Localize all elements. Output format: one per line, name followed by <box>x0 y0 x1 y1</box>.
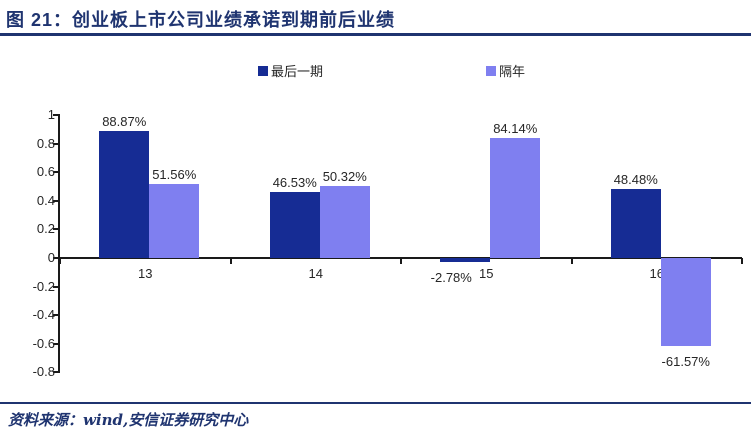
bar-隔年-13 <box>149 184 200 258</box>
legend-item-last-period: 最后一期 <box>258 61 323 80</box>
legend-swatch-next-year <box>486 65 496 76</box>
legend-label-last-period: 最后一期 <box>271 64 324 79</box>
x-axis-tick <box>59 258 61 264</box>
y-axis-tick-label: 0.4 <box>36 192 55 208</box>
y-axis-tick-label: 0.6 <box>36 164 55 180</box>
legend-item-next-year: 隔年 <box>486 61 525 80</box>
bar-最后一期-16 <box>610 188 661 258</box>
x-axis-category-label: 13 <box>138 266 153 281</box>
y-axis-tick <box>53 342 58 345</box>
y-axis-tick-label: -0.2 <box>32 278 55 294</box>
y-axis-tick <box>53 171 58 174</box>
legend-swatch-last-period <box>258 65 268 76</box>
x-axis-tick <box>570 258 573 264</box>
x-axis-category-label: 16 <box>649 266 664 281</box>
y-axis-tick-label: -0.4 <box>32 307 55 323</box>
y-axis-tick-label: 0.2 <box>36 221 55 237</box>
bar-隔年-16 <box>660 258 711 346</box>
footer-rule <box>0 402 751 404</box>
y-axis-tick <box>53 199 58 202</box>
bar-value-label: 88.87% <box>102 113 147 129</box>
legend-label-next-year: 隔年 <box>499 64 526 79</box>
x-axis-tick <box>229 258 232 264</box>
x-axis-tick <box>400 258 402 264</box>
bar-value-label: -2.78% <box>430 270 472 285</box>
bar-隔年-14 <box>319 186 370 258</box>
bar-最后一期-13 <box>99 130 150 258</box>
title-underline <box>0 33 751 36</box>
bar-value-label: 51.56% <box>152 167 197 183</box>
bar-value-label: 48.48% <box>613 171 658 187</box>
y-axis-tick-label: 0.8 <box>36 135 55 151</box>
y-axis-tick <box>53 371 58 374</box>
figure-title: 图 21：创业板上市公司业绩承诺到期前后业绩 <box>6 10 396 30</box>
bar-value-label: -61.57% <box>661 354 710 369</box>
y-axis-tick-label: -0.8 <box>32 364 55 380</box>
y-axis-tick <box>53 142 58 145</box>
y-axis-tick-label: 0 <box>47 250 55 265</box>
bar-value-label: 84.14% <box>493 120 538 136</box>
y-axis-tick <box>53 114 58 116</box>
bar-隔年-15 <box>490 137 541 258</box>
y-axis-tick <box>53 314 58 317</box>
bar-value-label: 50.32% <box>322 169 367 184</box>
y-axis-tick <box>53 228 58 231</box>
y-axis-tick-label: -0.6 <box>32 335 55 351</box>
bar-value-label: 46.53% <box>272 174 317 190</box>
source-note: 资料来源：wind,安信证券研究中心 <box>8 411 249 429</box>
bar-最后一期-15 <box>440 258 491 262</box>
x-axis-category-label: 14 <box>308 266 323 281</box>
y-axis-tick <box>53 257 58 259</box>
y-axis-tick-label: 1 <box>47 107 55 122</box>
y-axis-line <box>58 114 60 373</box>
x-axis-category-label: 15 <box>479 266 494 281</box>
bar-最后一期-14 <box>269 191 320 258</box>
y-axis-tick <box>53 285 58 288</box>
x-axis-tick <box>741 258 743 264</box>
